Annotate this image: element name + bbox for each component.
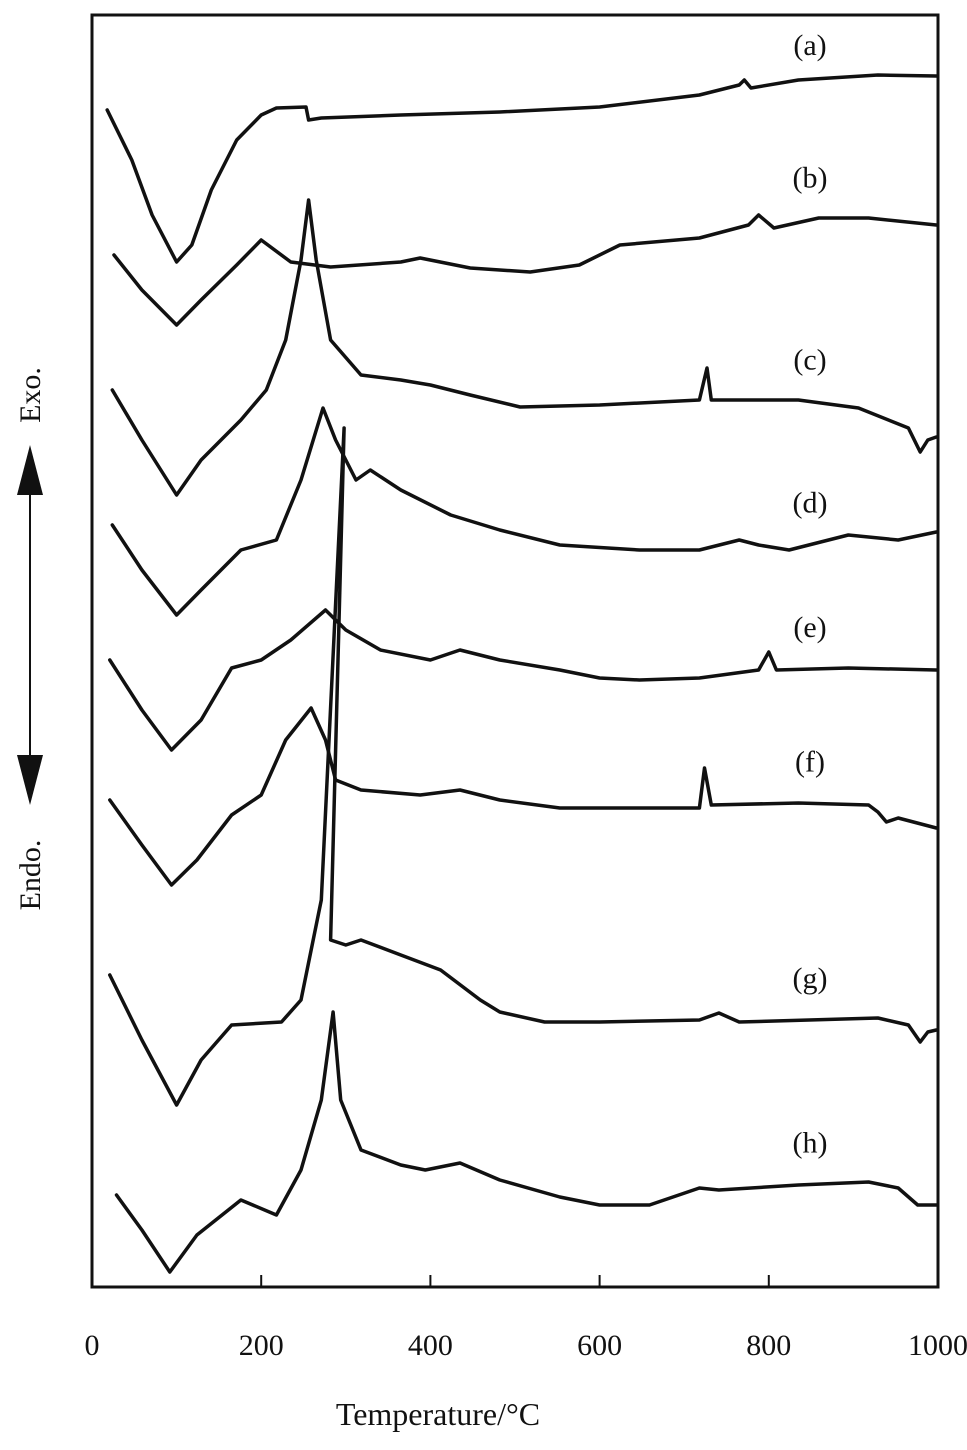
series-line xyxy=(110,406,939,617)
series-line xyxy=(112,213,939,327)
series-line xyxy=(108,426,939,1107)
y-label-endo: Endo. xyxy=(14,840,47,911)
x-tick-label: 200 xyxy=(239,1329,284,1362)
arrow-head-up xyxy=(17,445,43,495)
series-label: (h) xyxy=(793,1126,828,1159)
series-label: (e) xyxy=(793,611,826,644)
series-line xyxy=(108,706,939,887)
x-axis-label: Temperature/°C xyxy=(336,1396,540,1432)
x-tick-label: 600 xyxy=(577,1329,622,1362)
x-tick-label: 400 xyxy=(408,1329,453,1362)
plot-frame xyxy=(90,13,940,1289)
series-label: (f) xyxy=(795,745,825,778)
y-label-exo: Exo. xyxy=(14,367,47,423)
series-label: (c) xyxy=(793,344,826,377)
series-line xyxy=(110,198,939,497)
series-line xyxy=(105,73,939,264)
arrow-head-down xyxy=(17,755,43,805)
x-tick-label: 1000 xyxy=(908,1329,967,1362)
series-label: (g) xyxy=(793,962,828,995)
series-label: (a) xyxy=(793,29,826,62)
x-tick-label: 0 xyxy=(85,1329,100,1362)
series-label: (d) xyxy=(793,486,828,519)
x-tick-label: 800 xyxy=(746,1329,791,1362)
series-line xyxy=(108,608,939,752)
series-line xyxy=(114,1010,939,1274)
series-label: (b) xyxy=(793,162,828,195)
